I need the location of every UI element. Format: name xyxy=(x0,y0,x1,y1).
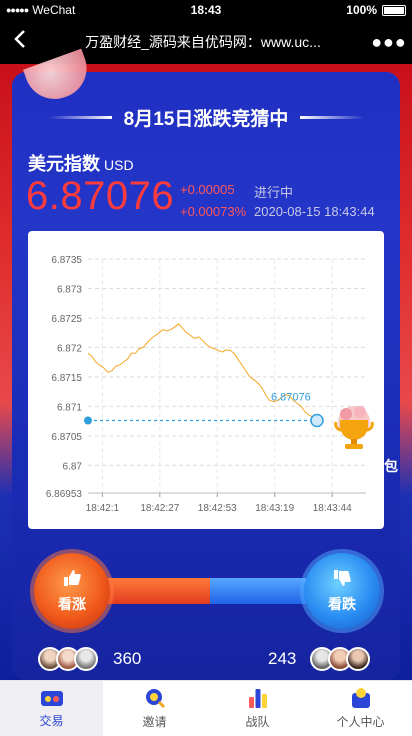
quote-timestamp: 2020-08-15 18:43:44 xyxy=(254,204,375,219)
current-price: 6.87076 xyxy=(26,174,175,218)
more-icon[interactable]: ●●● xyxy=(371,31,407,52)
current-price-label: 6.87076 xyxy=(271,392,311,404)
price-chart: 6.8735 6.873 6.8725 6.872 6.8715 6.871 6.8705 6… xyxy=(28,231,384,529)
tab-invite[interactable]: 邀请 xyxy=(103,681,206,736)
avatar xyxy=(74,647,98,671)
up-voter-avatars xyxy=(38,647,98,671)
status-bar: ●●●●● WeChat 18:43 100% xyxy=(0,0,412,20)
tab-bar: 交易 邀请 战队 个人中心 xyxy=(0,680,412,736)
y-tick-label: 6.8705 xyxy=(51,432,82,443)
headline-text: 8月15日涨跌竞猜中 xyxy=(123,108,289,130)
tab-invite-label: 邀请 xyxy=(142,715,167,729)
y-tick-label: 6.873 xyxy=(57,284,82,295)
y-tick-label: 6.8725 xyxy=(51,314,82,325)
bet-down-button[interactable]: 看跌 xyxy=(304,553,380,629)
symbol-unit: USD xyxy=(104,157,134,173)
y-tick-label: 6.871 xyxy=(57,402,82,413)
up-vote-count: 360 xyxy=(113,649,142,668)
y-tick-label: 6.872 xyxy=(57,343,82,354)
tab-profile[interactable]: 个人中心 xyxy=(309,681,412,736)
carrier-label: WeChat xyxy=(32,3,76,17)
battery-icon xyxy=(382,4,406,16)
side-label: 包 xyxy=(384,458,398,474)
x-tick-label: 18:43:44 xyxy=(313,503,352,514)
y-tick-label: 6.86953 xyxy=(46,489,83,500)
trophy-icon[interactable] xyxy=(328,402,380,452)
tab-trade-label: 交易 xyxy=(39,714,64,728)
bet-down-label: 看跌 xyxy=(328,596,356,612)
current-price-dot xyxy=(310,413,324,428)
avatar xyxy=(346,647,370,671)
x-tick-label: 18:42:1 xyxy=(86,503,120,514)
clock: 18:43 xyxy=(190,3,222,17)
bet-up-button[interactable]: 看涨 xyxy=(34,553,110,629)
price-change-percent: +0.00073% xyxy=(180,204,247,219)
headline-line-left xyxy=(47,115,112,119)
tab-team[interactable]: 战队 xyxy=(206,681,309,736)
page-title: 万盈财经_源码来自优码网：www.uc... xyxy=(85,34,321,50)
round-status: 进行中 xyxy=(254,185,294,200)
tab-trade[interactable]: 交易 xyxy=(0,681,103,736)
headline-line-right xyxy=(300,115,365,119)
x-tick-label: 18:43:19 xyxy=(255,503,294,514)
symbol-label: 美元指数 xyxy=(28,154,100,174)
profile-icon xyxy=(349,687,373,709)
headline: 8月15日涨跌竞猜中 xyxy=(12,102,400,132)
y-tick-label: 6.87 xyxy=(63,461,83,472)
price-change: +0.00005 xyxy=(180,182,235,197)
signal-icon: ●●●●● xyxy=(6,5,29,15)
trade-icon xyxy=(40,688,64,708)
x-tick-label: 18:42:27 xyxy=(140,503,179,514)
x-tick-label: 18:42:53 xyxy=(198,503,237,514)
battery-percent: 100% xyxy=(346,3,377,17)
down-vote-count: 243 xyxy=(268,649,297,668)
bet-up-label: 看涨 xyxy=(58,596,86,612)
thumbs-up-icon xyxy=(62,568,82,592)
y-tick-label: 6.8735 xyxy=(51,255,82,266)
thumbs-down-icon xyxy=(332,568,352,592)
tab-profile-label: 个人中心 xyxy=(336,715,385,729)
price-chart-svg: 6.8735 6.873 6.8725 6.872 6.8715 6.871 6.8705 6… xyxy=(46,255,366,514)
down-voter-avatars xyxy=(310,647,370,671)
back-icon[interactable] xyxy=(0,29,40,55)
team-icon xyxy=(246,687,270,709)
reference-start-dot xyxy=(84,416,92,425)
symbol-name: 美元指数 USD xyxy=(28,150,134,176)
y-tick-label: 6.8715 xyxy=(51,373,82,384)
tab-team-label: 战队 xyxy=(245,715,270,729)
price-line xyxy=(87,323,318,421)
invite-icon xyxy=(143,687,167,709)
